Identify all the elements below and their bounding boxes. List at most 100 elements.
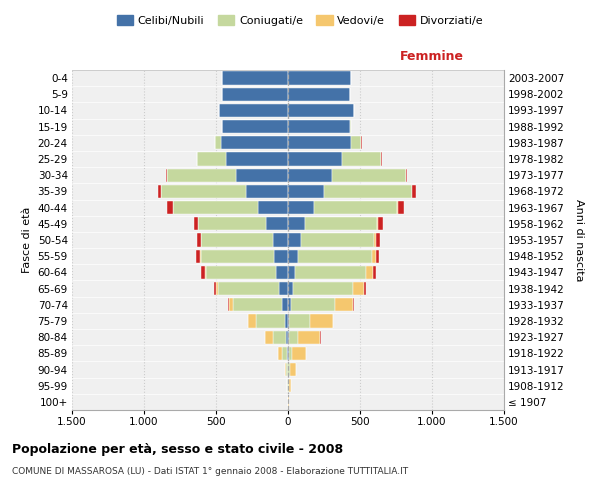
Bar <box>376 250 379 263</box>
Bar <box>288 88 350 101</box>
Bar <box>412 185 416 198</box>
Bar <box>289 330 298 344</box>
Bar <box>364 282 365 295</box>
Bar <box>194 217 198 230</box>
Bar <box>324 185 412 198</box>
Bar <box>335 298 353 312</box>
Bar <box>233 298 282 312</box>
Bar <box>310 314 333 328</box>
Bar <box>290 363 296 376</box>
Bar <box>206 266 277 279</box>
Bar <box>351 136 361 149</box>
Bar <box>277 266 288 279</box>
Bar <box>201 234 273 246</box>
Bar <box>289 346 292 360</box>
Bar <box>288 168 332 182</box>
Y-axis label: Fasce di età: Fasce di età <box>22 207 32 273</box>
Bar <box>305 217 377 230</box>
Bar <box>265 330 274 344</box>
Bar <box>228 298 229 312</box>
Text: COMUNE DI MASSAROSA (LU) - Dati ISTAT 1° gennaio 2008 - Elaborazione TUTTITALIA.: COMUNE DI MASSAROSA (LU) - Dati ISTAT 1°… <box>12 468 408 476</box>
Bar <box>222 72 288 85</box>
Bar <box>205 266 206 279</box>
Bar <box>223 120 288 134</box>
Bar <box>406 168 407 182</box>
Bar <box>292 346 305 360</box>
Bar <box>379 217 383 230</box>
Bar <box>197 152 226 166</box>
Bar <box>332 168 406 182</box>
Bar <box>342 152 381 166</box>
Bar <box>236 168 288 182</box>
Bar <box>288 72 351 85</box>
Bar <box>289 363 290 376</box>
Bar <box>273 234 288 246</box>
Bar <box>288 346 289 360</box>
Bar <box>373 266 376 279</box>
Bar <box>167 201 173 214</box>
Bar <box>284 363 286 376</box>
Bar <box>287 346 288 360</box>
Bar <box>258 201 288 214</box>
Bar <box>173 201 258 214</box>
Bar <box>293 282 353 295</box>
Bar <box>215 136 221 149</box>
Bar <box>367 266 373 279</box>
Bar <box>218 282 278 295</box>
Bar <box>219 104 288 117</box>
Bar <box>288 201 314 214</box>
Bar <box>289 379 291 392</box>
Bar <box>288 104 354 117</box>
Bar <box>158 185 161 198</box>
Bar <box>248 314 256 328</box>
Bar <box>285 314 288 328</box>
Bar <box>288 250 298 263</box>
Bar <box>288 120 350 134</box>
Y-axis label: Anni di nascita: Anni di nascita <box>574 198 584 281</box>
Bar <box>288 282 293 295</box>
Bar <box>301 234 374 246</box>
Bar <box>288 136 351 149</box>
Bar <box>286 330 288 344</box>
Bar <box>223 88 288 101</box>
Bar <box>374 234 376 246</box>
Bar <box>353 282 364 295</box>
Bar <box>266 217 288 230</box>
Bar <box>167 168 236 182</box>
Bar <box>198 217 266 230</box>
Bar <box>201 266 205 279</box>
Bar <box>217 282 218 295</box>
Bar <box>288 266 295 279</box>
Bar <box>221 136 288 149</box>
Bar <box>288 330 289 344</box>
Text: Femmine: Femmine <box>400 50 464 63</box>
Bar <box>289 314 310 328</box>
Bar <box>246 185 288 198</box>
Bar <box>398 201 404 214</box>
Bar <box>278 282 288 295</box>
Bar <box>197 234 200 246</box>
Bar <box>377 217 379 230</box>
Bar <box>288 234 301 246</box>
Legend: Celibi/Nubili, Coniugati/e, Vedovi/e, Divorziati/e: Celibi/Nubili, Coniugati/e, Vedovi/e, Di… <box>112 10 488 30</box>
Bar <box>282 298 288 312</box>
Text: Popolazione per età, sesso e stato civile - 2008: Popolazione per età, sesso e stato civil… <box>12 442 343 456</box>
Bar <box>376 234 380 246</box>
Bar <box>229 298 233 312</box>
Bar <box>278 346 282 360</box>
Bar <box>214 282 217 295</box>
Bar <box>288 185 324 198</box>
Bar <box>350 120 351 134</box>
Bar <box>371 250 376 263</box>
Bar <box>288 152 342 166</box>
Bar <box>298 250 371 263</box>
Bar <box>274 250 288 263</box>
Bar <box>282 346 287 360</box>
Bar <box>161 185 246 198</box>
Bar <box>295 266 367 279</box>
Bar <box>298 330 320 344</box>
Bar <box>286 363 287 376</box>
Bar <box>314 201 397 214</box>
Bar <box>256 314 285 328</box>
Bar <box>226 152 288 166</box>
